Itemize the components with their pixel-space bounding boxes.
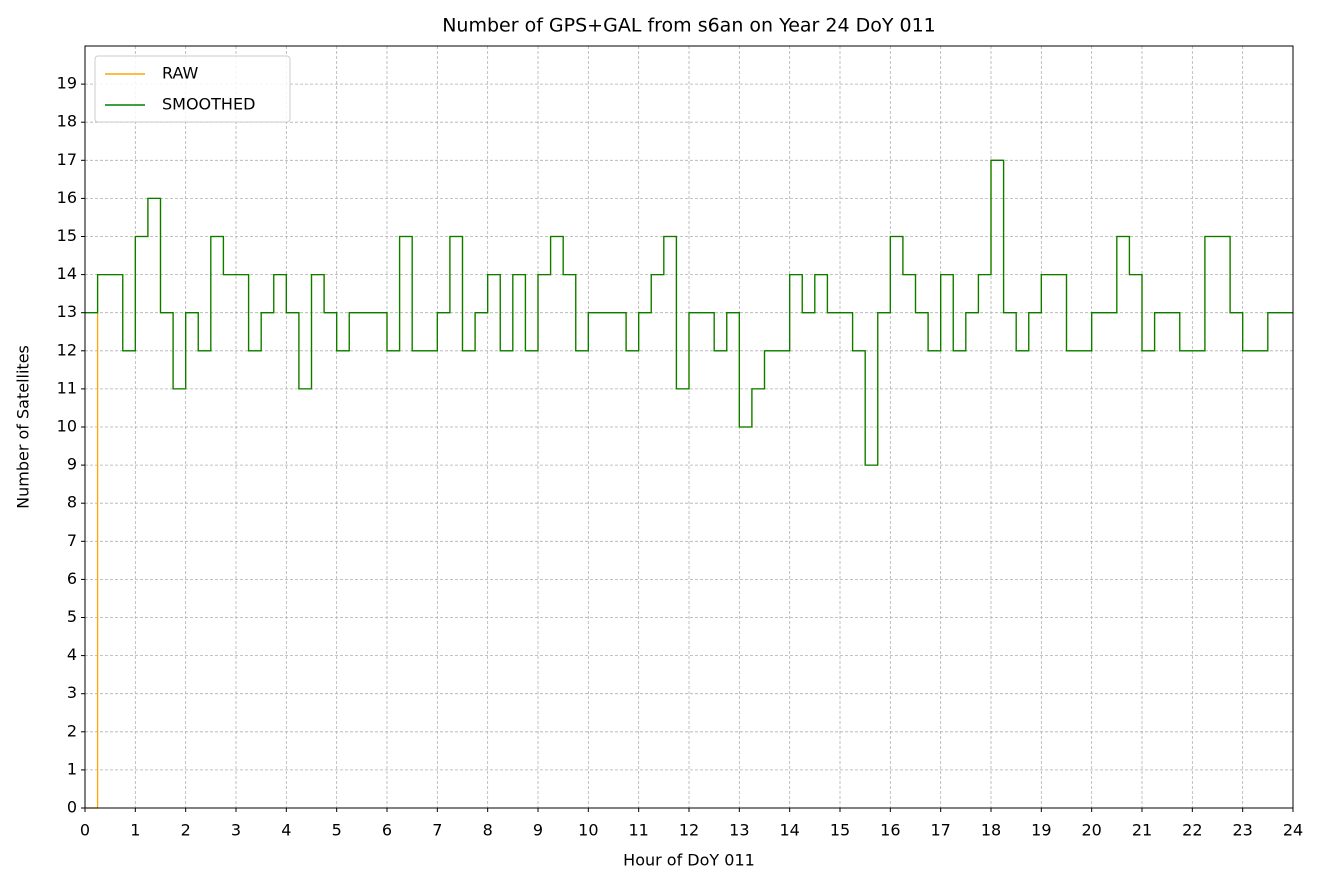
x-tick-label: 8 (483, 821, 493, 840)
y-tick-label: 14 (57, 264, 77, 283)
x-tick-label: 21 (1132, 821, 1152, 840)
plot-frame (84, 45, 1294, 809)
y-tick-label: 18 (57, 112, 77, 131)
y-tick-label: 4 (67, 645, 77, 664)
y-tick-label: 12 (57, 340, 77, 359)
x-tick-label: 22 (1182, 821, 1202, 840)
x-tick-label: 20 (1081, 821, 1101, 840)
y-tick-label: 8 (67, 493, 77, 512)
x-tick-label: 11 (628, 821, 648, 840)
x-tick-label: 7 (432, 821, 442, 840)
x-axis-label: Hour of DoY 011 (623, 851, 755, 870)
legend-label: SMOOTHED (162, 95, 255, 114)
x-tick-label: 19 (1031, 821, 1051, 840)
y-tick-label: 19 (57, 74, 77, 93)
x-tick-label: 4 (281, 821, 291, 840)
x-tick-label: 15 (830, 821, 850, 840)
y-tick-label: 6 (67, 569, 77, 588)
y-tick-label: 5 (67, 607, 77, 626)
x-tick-label: 14 (779, 821, 799, 840)
x-tick-label: 10 (578, 821, 598, 840)
y-tick-label: 2 (67, 721, 77, 740)
x-tick-label: 2 (181, 821, 191, 840)
x-tick-label: 18 (981, 821, 1001, 840)
x-tick-label: 5 (332, 821, 342, 840)
x-tick-label: 13 (729, 821, 749, 840)
y-tick-label: 9 (67, 455, 77, 474)
y-tick-label: 16 (57, 188, 77, 207)
x-tick-label: 17 (930, 821, 950, 840)
x-tick-label: 1 (130, 821, 140, 840)
y-tick-label: 15 (57, 226, 77, 245)
x-tick-label: 6 (382, 821, 392, 840)
y-tick-label: 17 (57, 150, 77, 169)
x-tick-label: 23 (1232, 821, 1252, 840)
y-tick-label: 1 (67, 759, 77, 778)
x-tick-label: 9 (533, 821, 543, 840)
series-line (85, 159, 1293, 466)
y-tick-label: 0 (67, 798, 77, 817)
x-tick-label: 0 (80, 821, 90, 840)
x-tick-label: 3 (231, 821, 241, 840)
chart-title: Number of GPS+GAL from s6an on Year 24 D… (442, 15, 936, 37)
y-tick-label: 3 (67, 683, 77, 702)
x-tick-label: 12 (679, 821, 699, 840)
x-tick-label: 16 (880, 821, 900, 840)
legend-label: RAW (162, 64, 199, 83)
x-tick-label: 24 (1283, 821, 1303, 840)
y-tick-label: 13 (57, 302, 77, 321)
y-tick-label: 11 (57, 378, 77, 397)
y-tick-label: 10 (57, 417, 77, 436)
y-tick-label: 7 (67, 531, 77, 550)
y-axis-label: Number of Satellites (14, 345, 33, 509)
